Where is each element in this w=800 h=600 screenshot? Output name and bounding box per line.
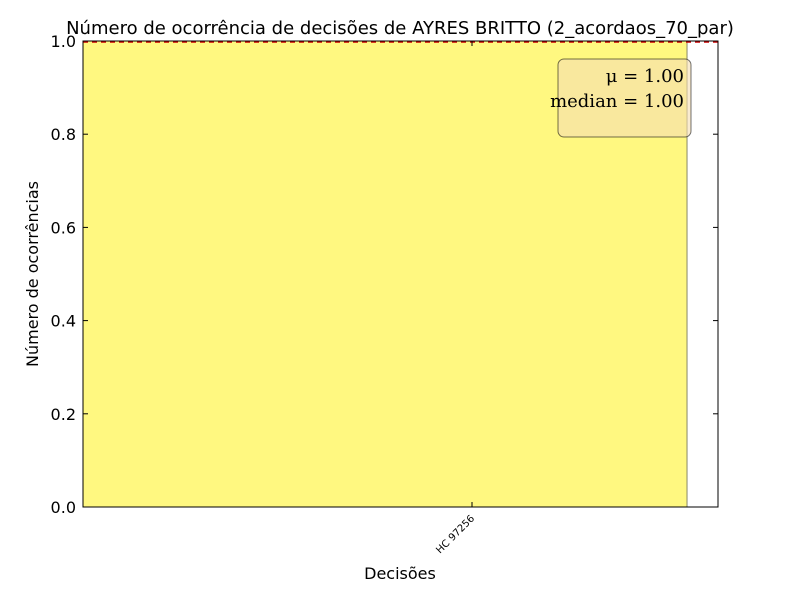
x-tick-label-0: HC 97256 [434, 513, 477, 556]
stats-mean-text: μ = 1.00 [606, 66, 684, 87]
stats-median-text: median = 1.00 [550, 91, 684, 112]
stats-box-background [557, 58, 692, 138]
stats-box: μ = 1.00 median = 1.00 [550, 58, 692, 138]
y-tick-label-4: 0.8 [51, 125, 76, 144]
x-axis-label: Decisões [364, 564, 436, 583]
y-tick-label-0: 0.0 [51, 498, 76, 517]
y-axis: 0.0 0.2 0.4 0.6 0.8 1.0 [51, 32, 718, 517]
chart-title: Número de ocorrência de decisões de AYRE… [66, 18, 734, 39]
y-axis-label: Número de ocorrências [23, 181, 42, 367]
y-tick-label-5: 1.0 [51, 32, 76, 51]
y-tick-label-1: 0.2 [51, 405, 76, 424]
y-tick-label-2: 0.4 [51, 312, 76, 331]
axes-frame [82, 40, 719, 508]
y-tick-label-3: 0.6 [51, 218, 76, 237]
